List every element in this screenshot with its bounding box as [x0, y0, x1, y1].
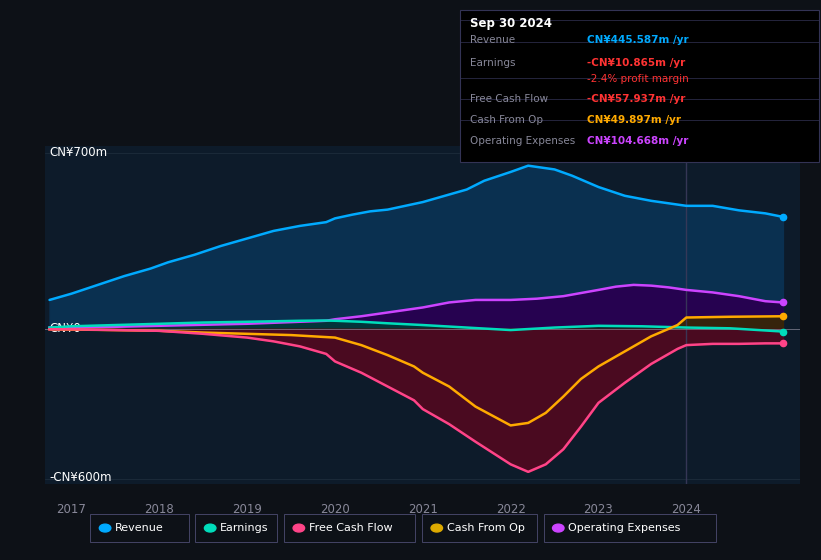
Text: CN¥104.668m /yr: CN¥104.668m /yr: [587, 136, 688, 146]
Text: Revenue: Revenue: [470, 35, 515, 45]
Text: 2018: 2018: [144, 503, 174, 516]
Text: Free Cash Flow: Free Cash Flow: [470, 94, 548, 104]
Text: Sep 30 2024: Sep 30 2024: [470, 17, 552, 30]
Text: 2017: 2017: [57, 503, 86, 516]
Text: 2021: 2021: [408, 503, 438, 516]
Text: Earnings: Earnings: [220, 523, 268, 533]
Text: 2022: 2022: [496, 503, 525, 516]
Text: 2023: 2023: [584, 503, 613, 516]
Text: Operating Expenses: Operating Expenses: [568, 523, 681, 533]
Text: Free Cash Flow: Free Cash Flow: [309, 523, 392, 533]
Text: Operating Expenses: Operating Expenses: [470, 136, 575, 146]
Text: -CN¥57.937m /yr: -CN¥57.937m /yr: [587, 94, 686, 104]
Text: Earnings: Earnings: [470, 58, 515, 68]
Text: 2024: 2024: [672, 503, 701, 516]
Text: -CN¥10.865m /yr: -CN¥10.865m /yr: [587, 58, 686, 68]
Text: CN¥700m: CN¥700m: [49, 146, 107, 158]
Text: 2020: 2020: [320, 503, 350, 516]
Text: Cash From Op: Cash From Op: [470, 115, 543, 125]
Text: 2019: 2019: [232, 503, 262, 516]
Text: CN¥445.587m /yr: CN¥445.587m /yr: [587, 35, 689, 45]
Text: CN¥0: CN¥0: [49, 323, 80, 335]
Text: -2.4% profit margin: -2.4% profit margin: [587, 74, 689, 85]
Text: Cash From Op: Cash From Op: [447, 523, 525, 533]
Text: Revenue: Revenue: [115, 523, 163, 533]
Text: CN¥49.897m /yr: CN¥49.897m /yr: [587, 115, 681, 125]
Text: -CN¥600m: -CN¥600m: [49, 472, 112, 484]
